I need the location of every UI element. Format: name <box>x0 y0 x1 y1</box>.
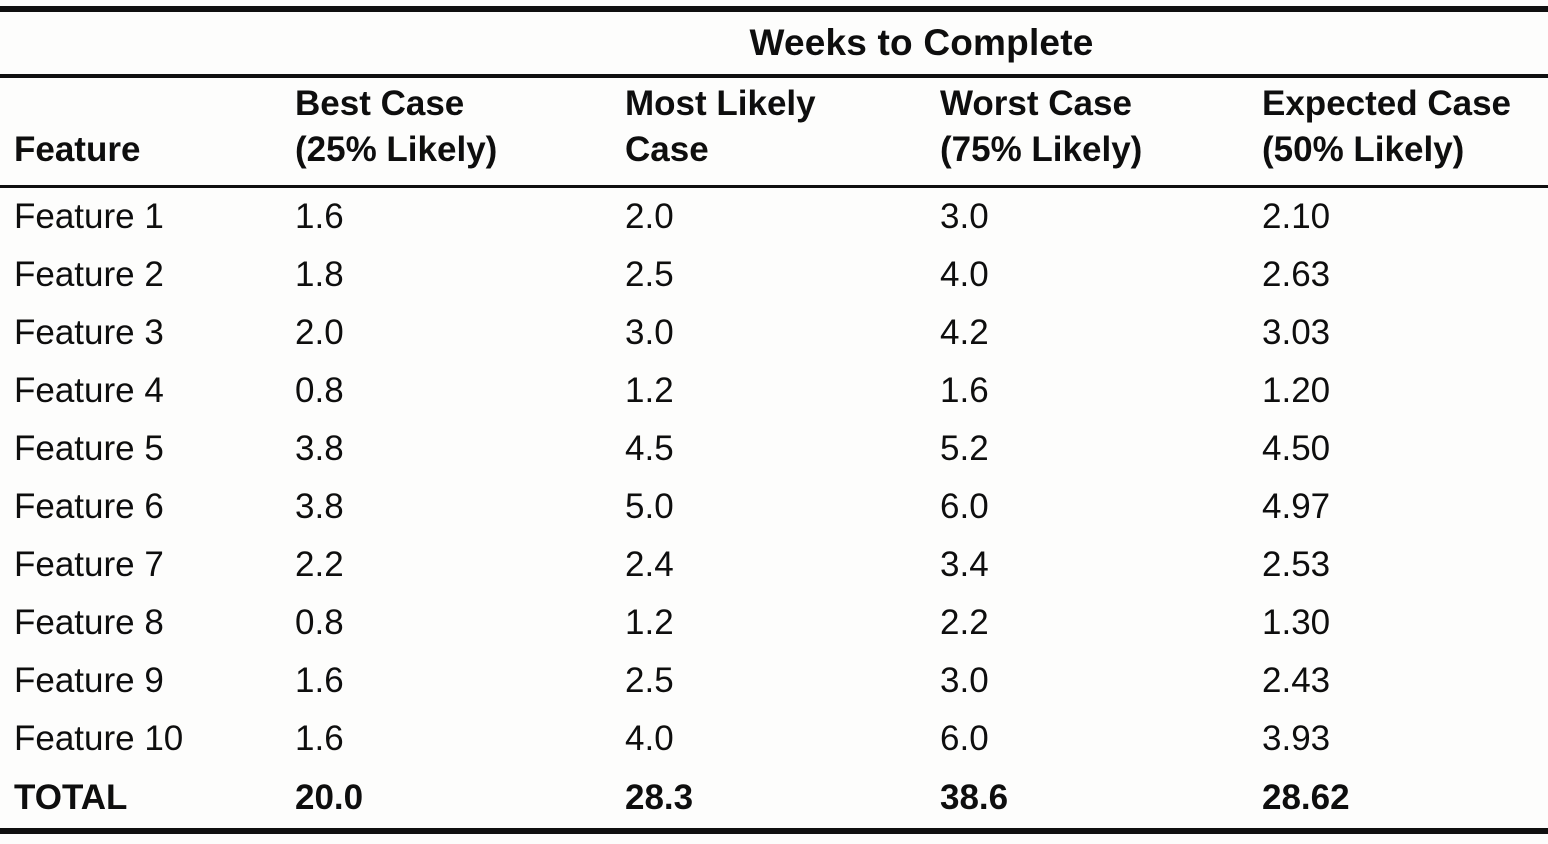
worst-case-cell: 4.2 <box>940 313 989 352</box>
feature-cell: Feature 4 <box>14 371 164 410</box>
feature-cell: Feature 2 <box>14 255 164 294</box>
column-header-feature: Feature <box>14 129 141 169</box>
best-case-cell: 3.8 <box>295 487 344 526</box>
most-likely-cell: 4.5 <box>625 429 674 468</box>
table-row: Feature 9 1.6 2.5 3.0 2.43 <box>0 652 1548 710</box>
feature-cell: Feature 10 <box>14 719 184 758</box>
total-worst-case: 38.6 <box>940 778 1009 817</box>
worst-case-cell: 3.0 <box>940 197 989 236</box>
most-likely-cell: 5.0 <box>625 487 674 526</box>
total-label: TOTAL <box>14 778 128 817</box>
best-case-cell: 0.8 <box>295 603 344 642</box>
most-likely-cell: 3.0 <box>625 313 674 352</box>
feature-cell: Feature 6 <box>14 487 164 526</box>
feature-cell: Feature 3 <box>14 313 164 352</box>
spanning-header-row: Weeks to Complete <box>0 12 1548 74</box>
worst-case-cell: 6.0 <box>940 487 989 526</box>
column-header-expected-case: Expected Case (50% Likely) <box>1262 84 1512 169</box>
expected-case-cell: 4.97 <box>1262 487 1331 526</box>
total-expected-case: 28.62 <box>1262 778 1350 817</box>
feature-cell: Feature 5 <box>14 429 164 468</box>
best-case-cell: 1.6 <box>295 661 344 700</box>
table-row: Feature 10 1.6 4.0 6.0 3.93 <box>0 710 1548 768</box>
worst-case-cell: 1.6 <box>940 371 989 410</box>
table-row: Feature 7 2.2 2.4 3.4 2.53 <box>0 536 1548 594</box>
expected-case-cell: 2.53 <box>1262 545 1331 584</box>
expected-case-cell: 2.43 <box>1262 661 1331 700</box>
feature-cell: Feature 8 <box>14 603 164 642</box>
total-most-likely: 28.3 <box>625 778 694 817</box>
expected-case-cell: 3.03 <box>1262 313 1331 352</box>
feature-cell: Feature 1 <box>14 197 164 236</box>
column-header-row: Feature Best Case (25% Likely) Most Like… <box>0 78 1548 185</box>
expected-case-cell: 4.50 <box>1262 429 1331 468</box>
best-case-cell: 2.0 <box>295 313 344 352</box>
best-case-cell: 3.8 <box>295 429 344 468</box>
most-likely-cell: 1.2 <box>625 603 674 642</box>
column-header-worst-case: Worst Case (75% Likely) <box>940 84 1143 169</box>
best-case-cell: 2.2 <box>295 545 344 584</box>
most-likely-cell: 4.0 <box>625 719 674 758</box>
table-row: Feature 4 0.8 1.2 1.6 1.20 <box>0 362 1548 420</box>
table-total-row: TOTAL 20.0 28.3 38.6 28.62 <box>0 768 1548 828</box>
table-row: Feature 8 0.8 1.2 2.2 1.30 <box>0 594 1548 652</box>
worst-case-cell: 3.4 <box>940 545 989 584</box>
expected-case-cell: 2.63 <box>1262 255 1331 294</box>
table-row: Feature 5 3.8 4.5 5.2 4.50 <box>0 420 1548 478</box>
expected-case-cell: 3.93 <box>1262 719 1331 758</box>
column-header-best-case: Best Case (25% Likely) <box>295 84 498 169</box>
worst-case-cell: 6.0 <box>940 719 989 758</box>
rule-under-title <box>0 74 1548 78</box>
most-likely-cell: 2.5 <box>625 661 674 700</box>
worst-case-cell: 5.2 <box>940 429 989 468</box>
best-case-cell: 0.8 <box>295 371 344 410</box>
rule-bottom <box>0 828 1548 834</box>
best-case-cell: 1.6 <box>295 719 344 758</box>
table-row: Feature 3 2.0 3.0 4.2 3.03 <box>0 304 1548 362</box>
feature-cell: Feature 7 <box>14 545 164 584</box>
worst-case-cell: 4.0 <box>940 255 989 294</box>
column-header-most-likely: Most Likely Case <box>625 84 816 169</box>
table-title: Weeks to Complete <box>749 22 1094 63</box>
most-likely-cell: 1.2 <box>625 371 674 410</box>
table-row: Feature 1 1.6 2.0 3.0 2.10 <box>0 188 1548 246</box>
most-likely-cell: 2.5 <box>625 255 674 294</box>
rule-top <box>0 6 1548 12</box>
table-row: Feature 6 3.8 5.0 6.0 4.97 <box>0 478 1548 536</box>
worst-case-cell: 3.0 <box>940 661 989 700</box>
expected-case-cell: 2.10 <box>1262 197 1331 236</box>
best-case-cell: 1.6 <box>295 197 344 236</box>
worst-case-cell: 2.2 <box>940 603 989 642</box>
rule-under-headers <box>0 185 1548 188</box>
feature-cell: Feature 9 <box>14 661 164 700</box>
total-best-case: 20.0 <box>295 778 364 817</box>
expected-case-cell: 1.20 <box>1262 371 1331 410</box>
best-case-cell: 1.8 <box>295 255 344 294</box>
most-likely-cell: 2.0 <box>625 197 674 236</box>
most-likely-cell: 2.4 <box>625 545 674 584</box>
expected-case-cell: 1.30 <box>1262 603 1331 642</box>
table-row: Feature 2 1.8 2.5 4.0 2.63 <box>0 246 1548 304</box>
